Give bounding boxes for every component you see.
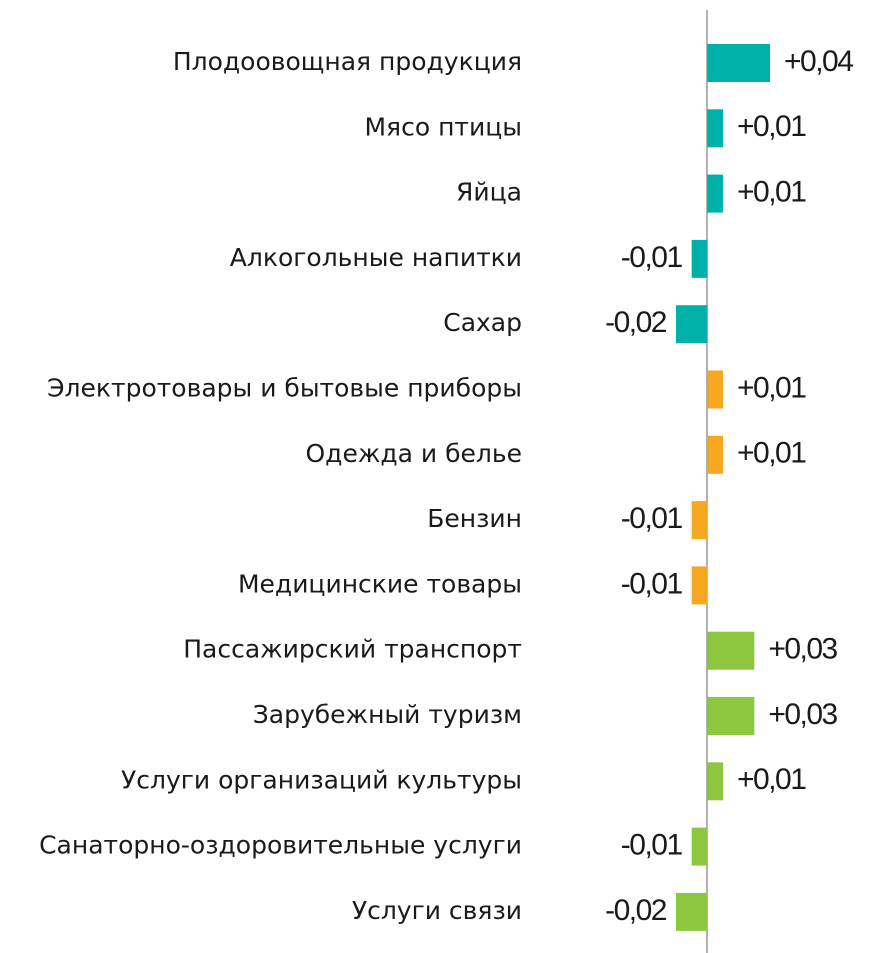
bar bbox=[707, 370, 723, 409]
bar bbox=[691, 566, 708, 605]
bar bbox=[707, 762, 723, 801]
value-label: -0,02 bbox=[605, 894, 667, 927]
bar bbox=[691, 501, 708, 540]
category-label: Алкогольные напитки bbox=[230, 243, 522, 272]
category-label: Мясо птицы bbox=[364, 112, 522, 141]
category-label: Одежда и белье bbox=[305, 439, 522, 468]
bar bbox=[707, 697, 755, 735]
category-label: Электротовары и бытовые приборы bbox=[47, 374, 522, 403]
category-label: Услуги связи bbox=[352, 896, 522, 925]
value-label: -0,01 bbox=[621, 829, 683, 862]
value-label: +0,01 bbox=[737, 176, 806, 209]
category-label: Медицинские товары bbox=[238, 569, 522, 598]
bar bbox=[707, 174, 723, 213]
bar bbox=[707, 44, 770, 82]
category-label: Яйца bbox=[456, 178, 522, 207]
bar bbox=[707, 109, 723, 148]
value-label: +0,03 bbox=[768, 633, 837, 666]
category-label: Санаторно-оздоровительные услуги bbox=[39, 831, 522, 860]
bar bbox=[676, 305, 708, 344]
value-label: +0,01 bbox=[737, 371, 806, 404]
value-label: -0,01 bbox=[621, 502, 683, 535]
category-label: Пассажирский транспорт bbox=[183, 635, 522, 664]
bar bbox=[707, 631, 755, 670]
category-label: Зарубежный туризм bbox=[253, 700, 522, 729]
category-label: Плодоовощная продукция bbox=[173, 47, 522, 76]
category-label: Услуги организаций культуры bbox=[121, 765, 522, 794]
value-label: -0,01 bbox=[621, 567, 683, 600]
value-label: +0,01 bbox=[737, 437, 806, 470]
value-label: +0,01 bbox=[737, 110, 806, 143]
bar bbox=[707, 435, 723, 474]
value-label: +0,01 bbox=[737, 763, 806, 796]
value-label: +0,04 bbox=[784, 45, 853, 78]
value-label: -0,01 bbox=[621, 241, 683, 274]
bar bbox=[691, 239, 708, 278]
value-label: +0,03 bbox=[768, 698, 837, 731]
category-label: Бензин bbox=[427, 504, 522, 533]
category-label: Сахар bbox=[443, 308, 522, 337]
value-label: -0,02 bbox=[605, 306, 667, 339]
bar bbox=[691, 827, 708, 866]
bar bbox=[676, 892, 708, 931]
